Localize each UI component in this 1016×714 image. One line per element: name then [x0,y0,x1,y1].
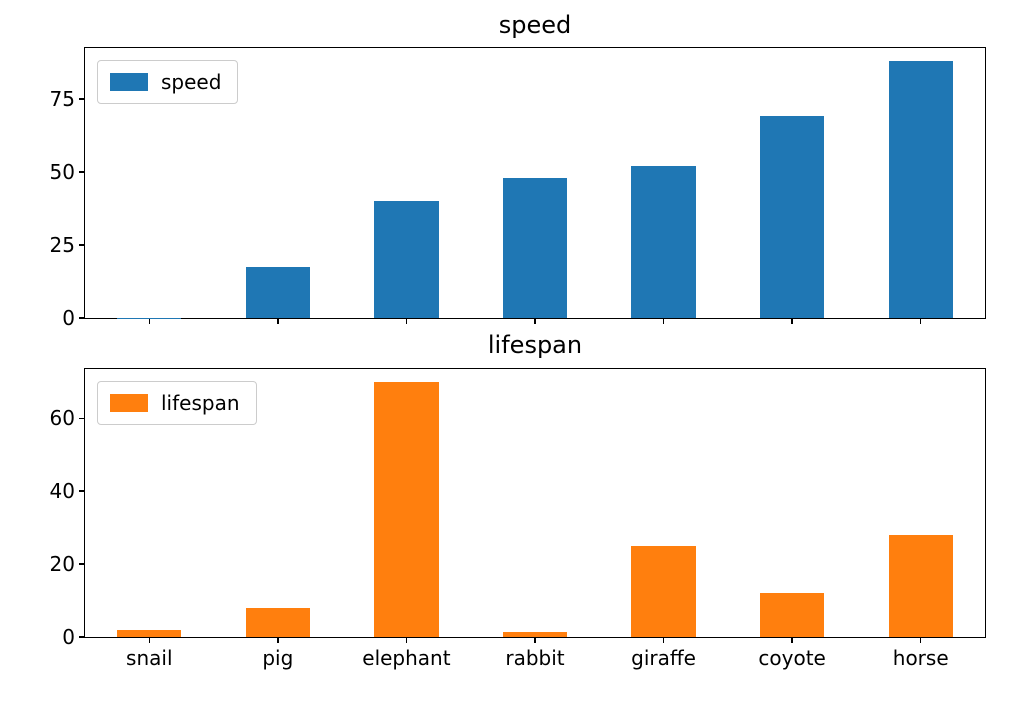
y-tick-mark [79,171,84,173]
x-tick-mark [148,319,150,324]
bar-rabbit [502,177,568,318]
x-tick-label-pig: pig [262,646,294,670]
x-tick-mark [791,638,793,643]
bar-horse [888,60,953,318]
y-tick-label: 20 [49,552,75,577]
x-tick-mark [662,638,665,643]
x-tick-label-rabbit: rabbit [505,646,565,670]
x-tick-label-giraffe: giraffe [631,646,696,670]
x-tick-label-snail: snail [126,646,173,670]
chart-title-speed: speed [498,11,572,39]
y-tick-label: 25 [49,232,75,257]
y-tick-label: 40 [49,479,75,504]
bar-giraffe [631,166,696,318]
x-tick-mark [405,319,408,324]
x-tick-mark [148,638,150,643]
bar-giraffe [631,545,696,637]
y-tick-label: 0 [62,306,75,330]
y-tick-mark [79,317,84,319]
y-tick-label: 60 [49,406,75,431]
x-tick-mark [405,638,408,643]
legend-lifespan: lifespan [97,381,257,425]
x-tick-mark [277,638,279,643]
legend-swatch-lifespan [110,394,148,412]
y-tick-mark [79,636,84,638]
x-tick-mark [791,319,793,324]
x-tick-mark [277,319,279,324]
bar-pig [245,607,310,637]
x-tick-mark [920,319,922,324]
lifespan-chart-axes: lifespan 0 20 40 60 snail pig elephant rabbit gi… [50,368,986,670]
bar-coyote [760,116,825,318]
x-tick-mark [534,319,536,324]
chart-title-lifespan: lifespan [487,331,583,359]
y-tick-label: 75 [49,86,75,111]
y-tick-mark [79,244,84,246]
legend-label-speed: speed [161,70,222,94]
x-tick-mark [662,319,665,324]
bar-rabbit [502,631,568,637]
bar-elephant [374,201,439,318]
bar-snail [117,629,182,637]
y-tick-mark [79,563,84,565]
bar-horse [888,534,953,637]
y-tick-label: 0 [62,625,75,649]
x-tick-label-coyote: coyote [758,646,826,670]
bar-elephant [374,381,439,637]
y-tick-mark [79,417,84,419]
legend-speed: speed [97,60,239,104]
x-tick-label-elephant: elephant [362,646,451,670]
legend-label-lifespan: lifespan [161,391,240,415]
bar-pig [245,266,310,318]
x-tick-label-horse: horse [892,646,949,670]
speed-chart-axes: speed 0 25 50 75 [50,47,986,328]
y-tick-label: 50 [49,159,75,184]
legend-swatch-speed [110,73,148,91]
bar-coyote [760,593,825,637]
x-tick-mark [920,638,922,643]
y-tick-mark [79,98,84,100]
x-tick-mark [534,638,536,643]
y-tick-mark [79,490,84,492]
